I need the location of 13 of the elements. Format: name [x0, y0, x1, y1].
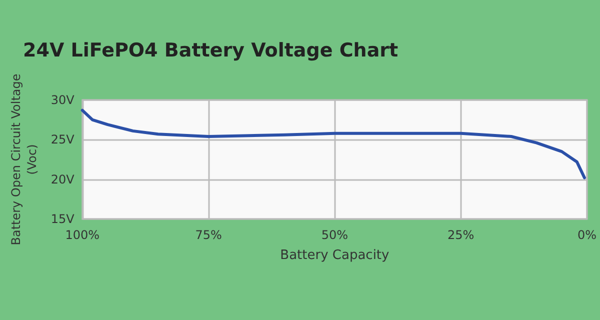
- chart-title: 24V LiFePO4 Battery Voltage Chart: [23, 40, 398, 62]
- line-series: [80, 108, 586, 180]
- y-axis-title: Battery Open Circuit Voltage (Voc): [9, 74, 39, 246]
- y-tick-label: 25V: [50, 132, 76, 147]
- x-tick-label: 100%: [65, 228, 100, 242]
- x-tick-label: 0%: [577, 228, 597, 242]
- x-axis-title: Battery Capacity: [280, 248, 390, 263]
- y-tick-label: 30V: [50, 93, 76, 107]
- x-tick-label: 25%: [448, 228, 474, 242]
- x-tick-label: 50%: [321, 228, 348, 242]
- y-tick-label: 15V: [50, 212, 76, 226]
- x-tick-label: 75%: [195, 228, 222, 242]
- y-tick-label: 20V: [50, 172, 76, 186]
